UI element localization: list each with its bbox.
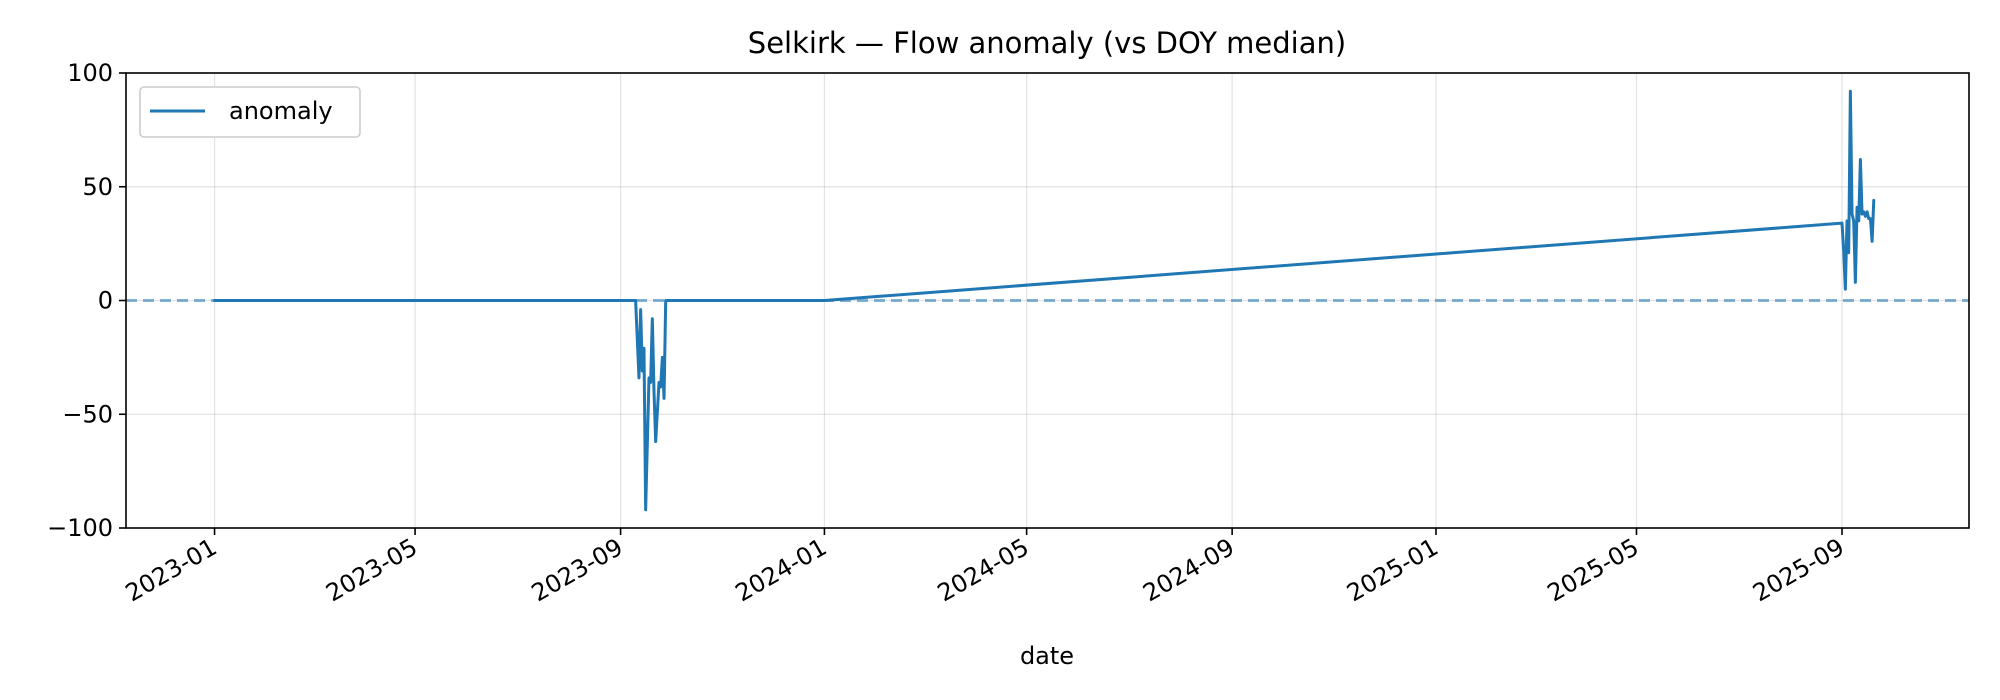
x-axis-label: date — [1020, 642, 1074, 670]
y-tick-label: 100 — [67, 59, 113, 87]
x-tick-label: 2023-01 — [121, 533, 222, 607]
x-tick-label: 2024-05 — [933, 533, 1034, 607]
y-tick-label: 50 — [82, 173, 113, 201]
x-tick-label: 2025-05 — [1543, 533, 1644, 607]
y-tick-label: −50 — [62, 400, 113, 428]
chart-title: Selkirk — Flow anomaly (vs DOY median) — [748, 26, 1346, 60]
x-tick-label: 2023-09 — [527, 533, 628, 607]
x-tick-label: 2025-01 — [1342, 533, 1443, 607]
series-line-anomaly — [213, 89, 1876, 512]
x-tick-label: 2025-09 — [1748, 533, 1849, 607]
legend-box — [139, 86, 361, 138]
series-layer — [213, 89, 1876, 512]
legend-label: anomaly — [229, 97, 333, 125]
legend: anomaly — [139, 86, 361, 138]
x-tick-label: 2023-05 — [321, 533, 422, 607]
y-tick-label: 0 — [98, 287, 113, 315]
axis-ticks: 2023-01 2023-05 2023-09 2024-01 2024-05 2024-… — [47, 59, 1849, 607]
x-tick-label: 2024-01 — [731, 533, 832, 607]
y-tick-label: −100 — [47, 514, 113, 542]
x-tick-label: 2024-09 — [1138, 533, 1239, 607]
